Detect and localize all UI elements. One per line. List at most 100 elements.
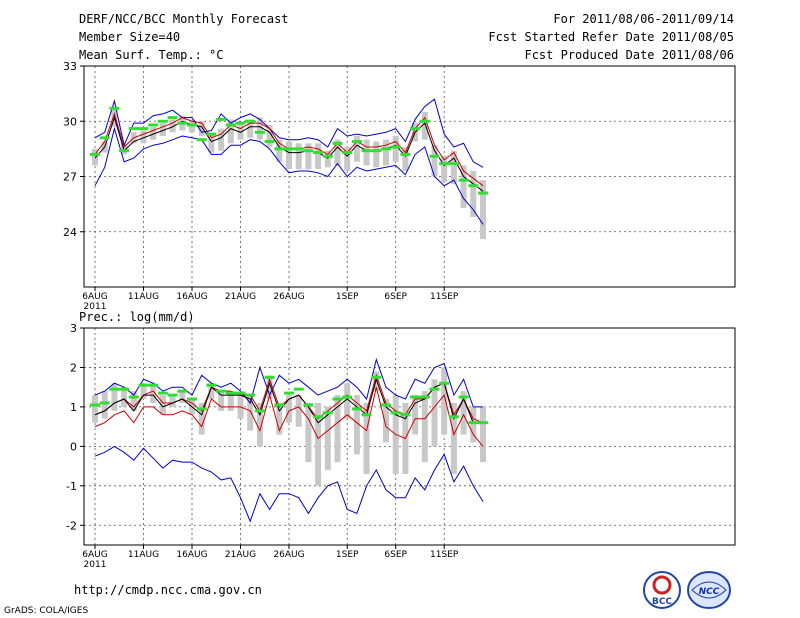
temp-spread-bar bbox=[169, 119, 176, 133]
temp-ensemble-max-line bbox=[94, 98, 484, 168]
prec-spread-bar bbox=[373, 371, 380, 392]
bcc-logo-text: BCC bbox=[652, 597, 672, 607]
member-size: Member Size=40 bbox=[79, 30, 181, 44]
prec-spread-bar bbox=[295, 395, 302, 427]
temp-ytick-label-1: 27 bbox=[63, 171, 77, 184]
temp-observation-mark bbox=[177, 121, 188, 125]
temp-observation-mark bbox=[439, 162, 450, 166]
prec-observation-mark bbox=[235, 391, 246, 395]
prec-observation-mark bbox=[225, 391, 236, 395]
temp-observation-mark bbox=[187, 123, 197, 127]
temp-observation-mark bbox=[468, 184, 479, 188]
prec-observation-mark bbox=[351, 407, 362, 411]
prec-spread-bar bbox=[169, 395, 176, 407]
prec-spread-bar bbox=[421, 391, 428, 463]
temp-observation-mark bbox=[478, 191, 488, 195]
temp-frame bbox=[83, 65, 736, 288]
prec-observation-mark bbox=[478, 421, 488, 425]
temp-observation-mark bbox=[196, 138, 207, 142]
temp-observation-mark bbox=[361, 149, 372, 153]
temp-xtick-label-6: 6SEP bbox=[384, 292, 407, 302]
prec-spread-bar bbox=[412, 395, 419, 435]
temp-observation-mark bbox=[90, 152, 100, 156]
temp-spread-bar bbox=[295, 143, 302, 170]
prec-observation-mark bbox=[90, 403, 100, 407]
prec-observation-mark bbox=[99, 401, 110, 405]
temp-spread-bar bbox=[373, 141, 380, 168]
temp-observation-mark bbox=[293, 147, 304, 151]
prec-spread-bar bbox=[121, 387, 128, 407]
prec-spread-bar bbox=[470, 406, 477, 443]
temp-spread-bar bbox=[392, 135, 399, 162]
temp-spread-bar bbox=[150, 126, 157, 140]
prec-spread-bar bbox=[460, 391, 467, 435]
prec-spread-bar bbox=[256, 402, 263, 447]
prec-observation-mark bbox=[439, 381, 450, 385]
temp-spread-bar bbox=[402, 147, 409, 171]
prec-observation-mark bbox=[148, 383, 159, 387]
prec-spread-bar bbox=[363, 402, 370, 474]
temp-spread-bar bbox=[256, 117, 263, 140]
prec-ytick-label-0: -2 bbox=[66, 519, 77, 532]
temp-observation-mark bbox=[371, 149, 382, 153]
temp-observation-mark bbox=[109, 106, 120, 110]
prec-spread-bar bbox=[111, 383, 118, 411]
prec-spread-bar bbox=[324, 406, 331, 471]
prec-xtick-label-0: 6AUG bbox=[82, 550, 107, 560]
prec-observation-mark bbox=[410, 395, 421, 399]
prec-observation-mark bbox=[109, 387, 120, 391]
prec-spread-bar bbox=[276, 402, 283, 435]
prec-spread-bar bbox=[208, 383, 215, 400]
prec-observation-mark bbox=[245, 393, 256, 397]
prec-observation-mark bbox=[322, 411, 333, 415]
temp-spread-bar bbox=[324, 150, 331, 168]
temp-observation-mark bbox=[235, 121, 246, 125]
prec-observation-mark bbox=[371, 375, 382, 379]
temp-observation-mark bbox=[342, 151, 353, 155]
produced-date: Fcst Produced Date 2011/08/06 bbox=[524, 48, 734, 62]
prec-ensemble-min-line bbox=[94, 445, 484, 523]
temp-observation-mark bbox=[448, 162, 459, 166]
temp-observation-mark bbox=[284, 147, 294, 151]
prec-observation-mark bbox=[119, 387, 130, 391]
prec-spread-bar bbox=[179, 391, 186, 403]
prec-observation-mark bbox=[381, 403, 391, 407]
prec-observation-mark bbox=[361, 413, 372, 417]
temp-observation-mark bbox=[138, 127, 149, 131]
prec-spread-bar bbox=[286, 395, 292, 423]
temp-observation-mark bbox=[400, 152, 411, 156]
temp-spread-bar bbox=[227, 119, 234, 144]
prec-observation-mark bbox=[448, 415, 459, 419]
temp-observation-mark bbox=[381, 147, 391, 151]
prec-spread-bar bbox=[431, 379, 438, 447]
temp-spread-bar bbox=[470, 170, 477, 218]
prec-observation-mark bbox=[400, 413, 411, 417]
temp-spread-bar bbox=[121, 143, 128, 155]
prec-observation-mark bbox=[216, 389, 227, 393]
temp-spread-bar bbox=[286, 141, 292, 170]
temp-spread-bar bbox=[344, 147, 351, 171]
temp-xtick-label-4: 26AUG bbox=[273, 292, 304, 302]
temp-ytick-label-0: 24 bbox=[63, 226, 77, 239]
temp-spread-bar bbox=[305, 143, 312, 170]
temp-observation-mark bbox=[322, 154, 333, 158]
temp-observation-mark bbox=[410, 127, 421, 131]
temp-spread-bar bbox=[441, 156, 448, 183]
prec-observation-mark bbox=[254, 409, 265, 413]
footer-url[interactable]: http://cmdp.ncc.cma.gov.cn bbox=[74, 583, 262, 597]
temp-observation-mark bbox=[429, 154, 440, 158]
temp-spread-bar bbox=[315, 143, 322, 170]
temp-xtick-label-1: 11AUG bbox=[128, 292, 159, 302]
prec-observation-mark bbox=[187, 397, 197, 401]
prec-spread-bar bbox=[383, 399, 389, 443]
temp-observation-mark bbox=[148, 123, 159, 127]
temp-ytick-label-2: 30 bbox=[63, 115, 77, 128]
prec-xtick-label-7: 11SEP bbox=[430, 550, 459, 560]
prec-spread-bar bbox=[305, 402, 312, 463]
temp-spread-bar bbox=[383, 139, 389, 166]
prec-ytick-label-1: -1 bbox=[66, 480, 77, 493]
chart-title: DERF/NCC/BCC Monthly Forecast bbox=[79, 12, 289, 26]
temp-xtick-label-0: 2011 bbox=[84, 302, 107, 312]
temp-spread-bar bbox=[237, 123, 244, 140]
temp-ytick-label-3: 33 bbox=[63, 60, 77, 73]
